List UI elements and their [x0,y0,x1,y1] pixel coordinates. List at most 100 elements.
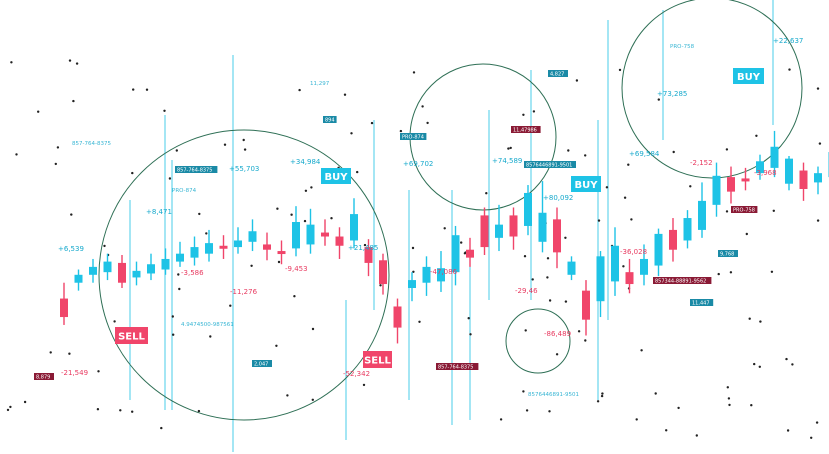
scatter-dot [622,265,625,268]
scatter-dot [362,383,366,387]
candle-up [306,208,315,254]
scatter-dot [311,398,314,401]
scatter-dot [460,241,463,244]
candle-down [219,235,228,259]
scatter-dot [421,105,424,108]
candle-up [567,256,576,281]
candle-body [60,298,68,318]
candle-body [770,146,779,168]
scatter-dot [250,264,253,267]
candle-down [582,280,590,336]
scatter-dot [810,436,813,439]
highlight-circles [98,0,803,421]
scatter-dot [469,333,472,336]
candle-up [132,261,141,286]
candle-body [611,245,619,282]
candle-up [147,253,155,281]
scatter-dot [816,87,820,90]
scatter-dot [370,121,374,125]
scatter-dot [205,232,208,235]
ticker-tag: 4,827 [548,70,568,78]
scatter-dot [564,300,568,303]
signal-label: SELL [118,332,145,343]
candle-up [205,229,213,262]
highlight-circle [409,63,557,211]
value-label: +8,471 [146,208,172,216]
candle-down [277,240,286,265]
value-label: +73,285 [657,90,687,98]
value-label: -52,342 [343,370,370,378]
scatter-dot [532,110,536,113]
scatter-dot [753,362,756,366]
candle-body [524,192,532,226]
sell-signal-badge: SELL [363,351,392,368]
scatter-dot [816,219,820,222]
candle-up [814,166,822,195]
candle-down [799,162,808,201]
scatter-dot [507,147,510,150]
scatter-dot [290,213,293,216]
candle-up [176,241,184,267]
scatter-dot [6,408,10,412]
value-label: -29,46 [515,287,538,295]
value-label: +22,637 [773,37,803,45]
scatter-dot [49,351,52,354]
candle-body [785,158,793,184]
value-label: -47,086 [430,268,458,276]
candle-body [727,177,735,192]
scatter-dot [786,429,790,432]
scatter-dot [791,363,794,366]
scatter-dot [243,148,247,151]
scatter-dot [745,232,748,236]
candle-down [364,239,373,277]
scatter-dot [163,109,166,113]
scatter-dot [577,330,581,333]
candle-up [190,236,199,266]
candle-body [292,222,300,249]
ticker-tag-label: 857344-88891-9562 [655,279,706,285]
candle-body [480,215,489,248]
candle-down [60,282,68,325]
ticker-tag: 894 [323,116,337,124]
candle-up [103,253,112,281]
candle-down [263,232,271,261]
scatter-dot [113,320,116,323]
candle-body [799,170,808,189]
scatter-dot [815,421,819,424]
value-label: +80,092 [543,194,573,202]
scatter-dot [618,68,622,72]
candle-body [437,268,445,282]
candle-up [683,210,692,249]
signal-label: BUY [325,172,349,183]
candle-body [335,236,344,246]
scatter-dot [10,61,13,64]
small-annotations: 857-764-8375 PRO-874 11,297 4.9474500-98756… [72,44,695,398]
candle-body [393,306,402,328]
scatter-dot [564,236,567,239]
scatter-dot [522,113,525,117]
ticker-tag: 11,447 [690,299,714,307]
candle-body [451,235,460,273]
small-annotation: 11,297 [310,81,330,87]
value-labels: +6,539 +8,471 +55,703 +34,984 +21,485 +69,702… [58,37,803,378]
scatter-dot [343,93,347,96]
scatter-dot [755,134,758,137]
candle-body [103,261,112,273]
scatter-dot [627,163,630,166]
scatter-dot [356,170,359,174]
candle-body [132,270,141,278]
value-label: -11,276 [230,288,258,296]
ticker-tag: 8576446891-9501 [524,161,576,169]
scatter-dot [172,333,175,336]
candle-body [509,215,518,237]
candle-body [466,249,474,258]
candle-body [683,218,692,241]
scatter-dot [70,213,73,216]
scatter-dot [726,386,729,389]
scatter-dot [654,392,657,395]
scatter-dot [630,218,633,221]
candle-body [350,214,358,241]
candle-down [480,207,489,255]
candle-body [408,280,416,288]
value-label: -21,549 [61,369,88,377]
